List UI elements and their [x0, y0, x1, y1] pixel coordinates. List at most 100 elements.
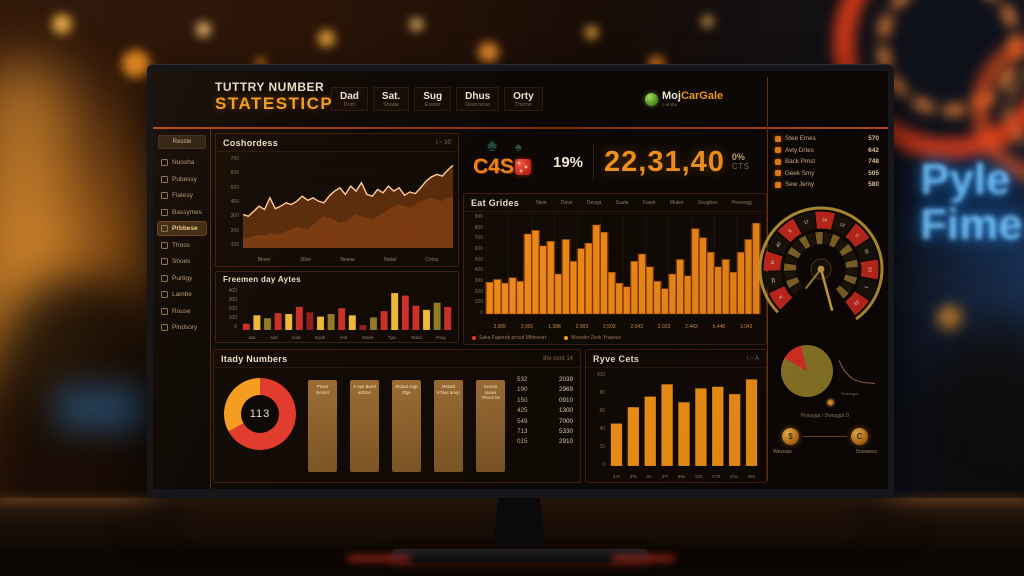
- daily-number-pairs: 532 2039 190 2969 150 0910 425 1300 549 7000 713 53…: [517, 376, 573, 449]
- trend-controls[interactable]: l.~ 30: [436, 140, 451, 146]
- axis-tick: 600: [474, 245, 483, 252]
- tab-label: Dad: [340, 91, 359, 102]
- axis-tick: 4Ts: [629, 474, 637, 479]
- axis-tick: Tjac: [387, 335, 397, 340]
- sidebar-item[interactable]: Flatesy: [158, 189, 206, 202]
- tab-sat[interactable]: Sat. Shade: [372, 87, 410, 111]
- bokeh-light: [52, 14, 72, 34]
- number-pair-row: 015 2910: [517, 438, 573, 445]
- grides-x-axis: 2,005 2,001 1,398 2,003 2,503 2,043 2,023 2,443…: [486, 324, 760, 330]
- sidebar-item-label: Prbbese: [172, 225, 198, 232]
- daily-numbers-panel: Itady Numbers the cont 14 113 Peset Nesm…: [213, 349, 581, 483]
- bokeh-light: [702, 16, 713, 27]
- stand-red-glint: [612, 556, 674, 561]
- sidebar-item-label: Pindsory: [172, 324, 198, 331]
- roulette-gauge: 8 29 III 40 E 17 24 12 5 31 20 1 33: [758, 206, 884, 321]
- sidebar-item-icon: [161, 175, 168, 183]
- tab-sublabel: Shade: [383, 102, 400, 108]
- coin-dollar-icon: $: [782, 428, 799, 445]
- sidebar-item-label: Thoss: [172, 241, 190, 249]
- monitor: TUTTRY NUMBER STATESTICP Dad Drim Sat. Shad…: [147, 64, 894, 498]
- sidebar-item-icon: [161, 291, 168, 298]
- rate-chart: [610, 379, 758, 467]
- axis-tick: 300: [228, 297, 237, 303]
- stat-bullet-icon: [775, 181, 781, 188]
- svg-text:24: 24: [822, 217, 828, 222]
- sidebar-item[interactable]: Prbbese: [157, 221, 207, 236]
- svg-text:31: 31: [863, 248, 870, 255]
- kpi-strip: ♠ ♠ C4S 19% 22,31,40 0% CTS: [463, 133, 765, 191]
- axis-tick: Jae: [248, 335, 256, 340]
- tab-orty[interactable]: Orty Theme: [504, 87, 543, 111]
- sidebar-item[interactable]: Nuosha: [158, 156, 206, 169]
- rate-panel-header: Ryve Cets l.~ A: [586, 350, 766, 368]
- sidebar-item-icon: [161, 307, 168, 315]
- frequency-x-axis: Jae Awt Iceb Eyak Arst Wase Tjac Tebal Parg: [241, 335, 453, 340]
- axis-tick: 2,503: [603, 324, 616, 330]
- trend-title: Coshordess: [223, 138, 279, 148]
- stat-value: 505: [868, 169, 879, 177]
- axis-tick: 600: [230, 170, 239, 177]
- donut-center-value: 113: [241, 395, 279, 433]
- pair-left: 549: [517, 417, 528, 425]
- grides-column-label: Nevt: [536, 200, 547, 206]
- logo-subtext: o amba: [662, 102, 678, 107]
- sidebar-item[interactable]: Lambe: [158, 288, 206, 301]
- sidebar-item[interactable]: Thoss: [158, 239, 206, 252]
- axis-tick: 100: [596, 372, 605, 378]
- axis-tick: 4Tr: [661, 474, 669, 479]
- daily-card: Peset Nesmt: [308, 380, 337, 472]
- pair-left: 150: [517, 396, 528, 404]
- pair-right: 0910: [558, 396, 573, 404]
- tab-dhus[interactable]: Dhus Diamonse: [456, 87, 500, 111]
- grides-column-label: Peesegg: [731, 200, 752, 206]
- pair-right: 2910: [558, 438, 573, 446]
- pair-right: 2969: [558, 386, 573, 394]
- sidebar-item[interactable]: Pubessy: [158, 173, 206, 186]
- page-title-line2: STATESTICP: [215, 94, 334, 114]
- tab-sug[interactable]: Sug Exeter: [414, 87, 452, 111]
- axis-tick: Eyak: [314, 335, 325, 340]
- stat-value: 570: [868, 135, 879, 142]
- bokeh-light: [318, 30, 335, 47]
- axis-tick: 80: [599, 390, 605, 396]
- axis-tick: 1,398: [548, 324, 561, 330]
- sidebar-top-button[interactable]: Resste: [158, 135, 206, 149]
- grides-column-label: Dave: [560, 200, 573, 206]
- coins-title: Prytayga / Dwtagga D: [800, 413, 850, 419]
- tab-label: Sug: [423, 91, 443, 102]
- mini-trend-label: Rwstsgps: [841, 391, 859, 396]
- rate-x-axis: 47s 4Ts 9A 4Tr 89e 235 5T9 47w 256: [608, 474, 760, 479]
- sidebar-item[interactable]: Purtigy: [158, 272, 206, 285]
- legend-item: Mseuter Zevk Yrasese: [564, 335, 621, 341]
- pair-right: 2039: [558, 376, 573, 383]
- sidebar-item[interactable]: Pindsory: [158, 321, 206, 334]
- daily-panel-header: Itady Numbers the cont 14: [214, 350, 580, 368]
- svg-text:E: E: [788, 228, 794, 234]
- tab-sublabel: Diamonse: [465, 102, 491, 108]
- logo-icon: [645, 92, 658, 106]
- stat-value: 642: [868, 146, 879, 154]
- axis-tick: 2,443: [685, 324, 698, 330]
- axis-tick: 256: [747, 474, 756, 479]
- axis-tick: 2,023: [657, 324, 671, 330]
- axis-tick: 47s: [612, 474, 621, 479]
- tab-sublabel: Exeter: [424, 102, 441, 108]
- tab-dad[interactable]: Dad Drim: [331, 87, 368, 111]
- axis-tick: 0: [602, 462, 605, 468]
- rate-controls[interactable]: l.~ A: [747, 356, 759, 362]
- axis-tick: Bever: [257, 257, 271, 263]
- mini-pie-block: Rwstsgps: [775, 339, 879, 409]
- sidebar-item[interactable]: Shoes: [158, 255, 206, 268]
- dice-icon: [515, 159, 531, 175]
- sidebar-item[interactable]: Rouse: [158, 305, 206, 318]
- axis-tick: 900: [474, 214, 483, 220]
- pair-right: 5330: [558, 427, 573, 435]
- sidebar-item-label: Flatesy: [172, 192, 193, 199]
- kpi-percent: 19%: [553, 153, 584, 171]
- bokeh-light: [410, 18, 423, 31]
- sidebar-item[interactable]: Bassymes: [158, 206, 206, 219]
- axis-tick: Cross: [425, 257, 439, 263]
- daily-controls[interactable]: the cont 14: [543, 356, 573, 362]
